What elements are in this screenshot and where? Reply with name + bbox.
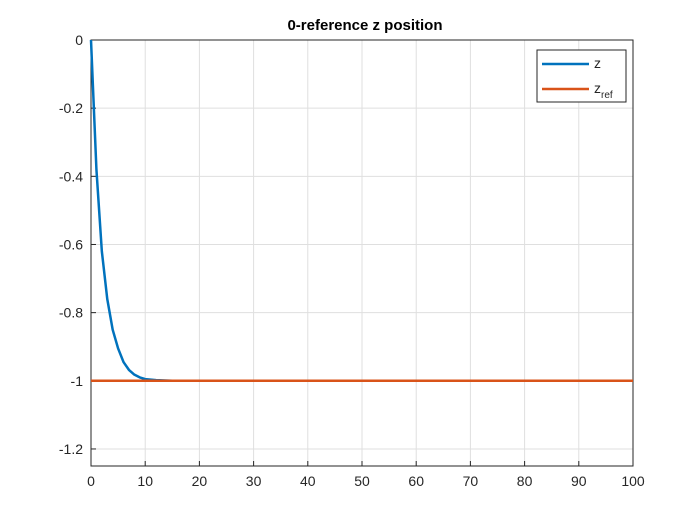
y-tick-label: 0: [75, 32, 83, 48]
x-tick-label: 0: [87, 473, 95, 489]
x-tick-label: 50: [354, 473, 370, 489]
y-axis-tick-labels: 0 -0.2 -0.4 -0.6 -0.8 -1 -1.2: [59, 32, 83, 457]
x-tick-label: 20: [192, 473, 208, 489]
y-tick-label: -0.2: [59, 100, 83, 116]
y-tick-label: -0.8: [59, 305, 83, 321]
legend-box: [536, 49, 627, 103]
x-axis-tick-labels: 0 10 20 30 40 50 60 70 80 90 100: [87, 473, 645, 489]
y-tick-label: -0.6: [59, 236, 83, 252]
x-tick-label: 70: [463, 473, 479, 489]
x-tick-label: 30: [246, 473, 262, 489]
x-tick-label: 100: [621, 473, 645, 489]
x-tick-label: 80: [517, 473, 533, 489]
series-lines: [89, 39, 633, 383]
x-tick-label: 60: [408, 473, 424, 489]
chart-title: 0-reference z position: [287, 17, 442, 34]
x-tick-label: 90: [571, 473, 587, 489]
x-tick-label: 10: [137, 473, 153, 489]
x-tick-label: 40: [300, 473, 316, 489]
y-tick-label: -1: [71, 373, 84, 389]
y-tick-label: -1.2: [59, 441, 83, 457]
legend-label-subscript: ref: [601, 90, 613, 101]
y-tick-label: -0.4: [59, 168, 83, 184]
legend-label: z: [594, 55, 601, 71]
